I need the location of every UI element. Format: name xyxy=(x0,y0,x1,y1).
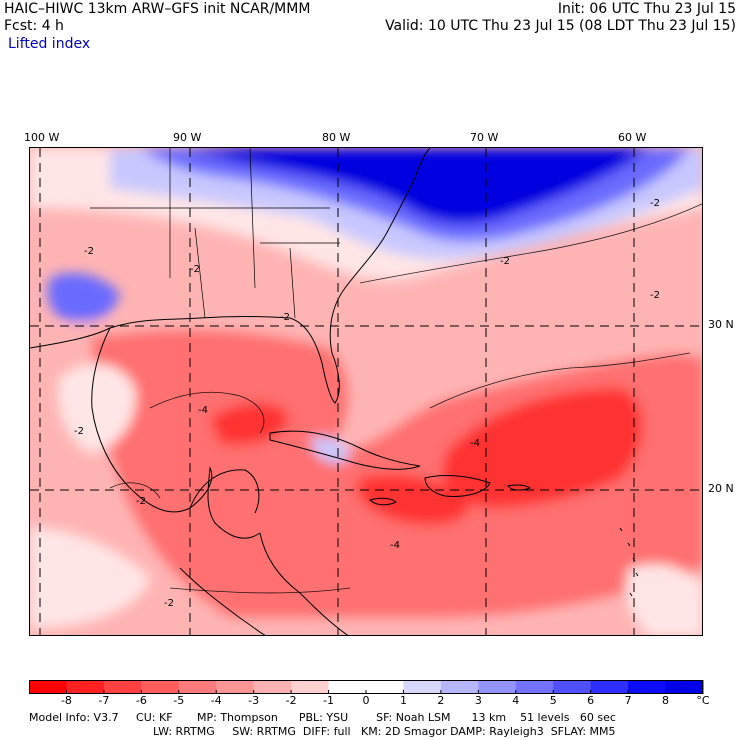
model-info-line1: Model Info: V3.7 CU: KF MP: Thompson PBL… xyxy=(29,711,616,724)
colorbar-label: -6 xyxy=(135,694,147,707)
colorbar-swatch xyxy=(366,680,404,694)
colorbar-swatch xyxy=(291,680,330,694)
colorbar-swatch xyxy=(440,680,479,694)
contour-label: -2 xyxy=(650,198,660,209)
field-neutral-southeast xyxy=(626,564,702,635)
contour-minus4-east xyxy=(429,352,691,409)
contour-label: -4 xyxy=(470,438,480,449)
lon-tick-70w: 70 W xyxy=(470,131,499,144)
colorbar-swatch xyxy=(628,680,667,694)
colorbar-label: -2 xyxy=(285,694,297,707)
contour-label: -2 xyxy=(136,496,146,507)
colorbar-label: 1 xyxy=(399,694,407,707)
colorbar-swatch xyxy=(178,680,217,694)
lat-tick-30n: 30 N xyxy=(708,318,734,331)
field-strong-unstable-core xyxy=(442,388,643,508)
contour-label: -2 xyxy=(500,256,510,267)
contour-label: -4 xyxy=(198,405,208,416)
mexico-coastline xyxy=(91,327,261,539)
colorbar-label: 6 xyxy=(587,694,595,707)
colorbar-swatch xyxy=(103,680,142,694)
colorbar-label: -4 xyxy=(210,694,222,707)
field-strong-stable xyxy=(180,148,650,224)
colorbar-swatch xyxy=(553,680,592,694)
lat-lon-grid xyxy=(30,148,702,635)
coastlines xyxy=(30,148,639,635)
central-america-coastline xyxy=(259,532,349,635)
lon-tick-100w: 100 W xyxy=(24,131,60,144)
jamaica-outline xyxy=(369,497,397,506)
puerto-rico-outline xyxy=(507,484,532,491)
contour-label: -2 xyxy=(164,598,174,609)
colorbar-swatch xyxy=(515,680,554,694)
contour-label: -2 xyxy=(74,426,84,437)
state-borders xyxy=(90,148,340,319)
colorbar-label: 4 xyxy=(512,694,520,707)
lesser-antilles xyxy=(619,527,639,597)
colorbar xyxy=(29,680,704,694)
contour-minus2-north xyxy=(359,203,702,284)
colorbar-swatch xyxy=(478,680,517,694)
lifted-index-map: -2 -2 -2 -2 -2 -2 -4 -2 -4 -2 -4 -2 xyxy=(29,147,703,636)
colorbar-label: 3 xyxy=(474,694,482,707)
us-coastline xyxy=(30,148,431,404)
colorbar-label: 0 xyxy=(362,694,370,707)
lat-tick-20n: 20 N xyxy=(708,482,734,495)
colorbar-label: -8 xyxy=(60,694,72,707)
colorbar-unit: °C xyxy=(696,694,710,707)
lon-tick-80w: 80 W xyxy=(322,131,351,144)
colorbar-swatch xyxy=(253,680,292,694)
field-strong-unstable-hispaniola xyxy=(356,474,470,525)
colorbar-label: 8 xyxy=(662,694,670,707)
colorbar-label: -5 xyxy=(173,694,185,707)
contour-minus4-gulf xyxy=(149,391,265,434)
pacific-coastline xyxy=(179,567,266,635)
colorbar-swatch xyxy=(216,680,255,694)
colorbar-swatch xyxy=(665,680,704,694)
colorbar-swatch xyxy=(590,680,629,694)
field-neutral-pacific xyxy=(30,528,150,628)
contour-label: -2 xyxy=(650,290,660,301)
lon-tick-90w: 90 W xyxy=(173,131,202,144)
model-title: HAIC–HIWC 13km ARW–GFS init NCAR/MMM xyxy=(4,1,311,17)
colorbar-swatch xyxy=(328,680,367,694)
lon-tick-60w: 60 W xyxy=(618,131,647,144)
colorbar-swatch xyxy=(403,680,442,694)
contour-label: -2 xyxy=(190,264,200,275)
contour-labels: -2 -2 -2 -2 -2 -2 -4 -2 -4 -2 -4 -2 xyxy=(74,198,660,609)
colorbar-label: 5 xyxy=(549,694,557,707)
contour-minus2-mexico xyxy=(109,482,161,499)
colorbar-label: -1 xyxy=(323,694,335,707)
colorbar-label: 2 xyxy=(437,694,445,707)
contour-label: -2 xyxy=(280,312,290,323)
valid-time: Valid: 10 UTC Thu 23 Jul 15 (08 LDT Thu … xyxy=(385,18,736,34)
contour-minus2-south xyxy=(169,587,351,594)
field-name: Lifted index xyxy=(8,36,91,52)
map-canvas: -2 -2 -2 -2 -2 -2 -4 -2 -4 -2 -4 -2 xyxy=(30,148,702,635)
cuba-outline xyxy=(269,430,421,470)
contour-label: -4 xyxy=(390,540,400,551)
contours xyxy=(109,203,702,594)
contour-label: -2 xyxy=(84,246,94,257)
field-weak-stable-cuba xyxy=(310,436,350,463)
colorbar-swatch xyxy=(141,680,180,694)
field-neutral-mexico xyxy=(58,364,136,453)
yucatan-coastline xyxy=(189,469,260,514)
colorbar-label: -3 xyxy=(248,694,260,707)
colorbar-label: 7 xyxy=(624,694,632,707)
forecast-hour: Fcst: 4 h xyxy=(4,18,64,34)
colorbar-label: -7 xyxy=(98,694,110,707)
model-info-line2: LW: RRTMG SW: RRTMG DIFF: full KM: 2D Sm… xyxy=(153,725,616,738)
init-time: Init: 06 UTC Thu 23 Jul 15 xyxy=(557,1,736,17)
colorbar-swatch xyxy=(29,680,67,694)
colorbar-swatch xyxy=(66,680,105,694)
field-stable-texas xyxy=(47,273,120,322)
hispaniola-outline xyxy=(424,475,491,497)
